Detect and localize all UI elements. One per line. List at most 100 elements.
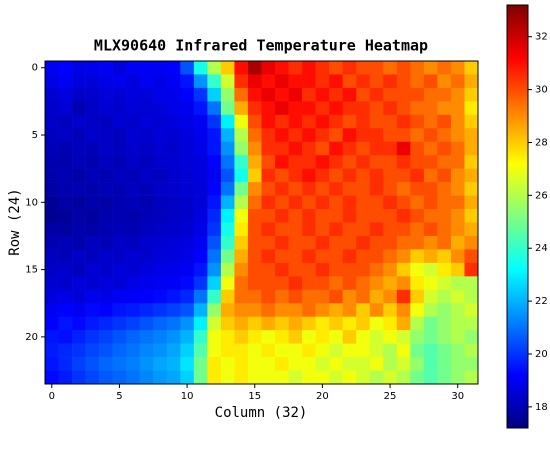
heatmap-cell	[234, 370, 249, 385]
heatmap-cell	[58, 249, 73, 264]
heatmap-cell	[288, 87, 303, 102]
heatmap-cell	[247, 182, 262, 196]
heatmap-cell	[342, 303, 357, 318]
heatmap-cell	[261, 235, 276, 250]
heatmap-cell	[247, 289, 262, 304]
heatmap-cell	[45, 222, 59, 237]
heatmap-cell	[383, 276, 398, 291]
heatmap-cell	[342, 87, 357, 102]
heatmap-cell	[72, 74, 86, 89]
heatmap-cell	[220, 249, 235, 264]
heatmap-cell	[315, 141, 330, 156]
heatmap-cell	[329, 249, 343, 264]
heatmap-cell	[315, 155, 330, 169]
heatmap-cell	[410, 155, 425, 169]
heatmap-cell	[369, 74, 384, 89]
heatmap-cell	[139, 262, 154, 277]
heatmap-cell	[410, 141, 425, 156]
heatmap-cell	[437, 249, 452, 264]
heatmap-cell	[112, 114, 127, 129]
heatmap-cell	[220, 343, 235, 358]
heatmap-cell	[423, 276, 438, 291]
heatmap-cell	[396, 262, 411, 277]
heatmap-cell	[275, 370, 289, 385]
heatmap-cell	[126, 370, 141, 385]
heatmap-cell	[193, 262, 208, 277]
heatmap-cell	[220, 74, 235, 89]
heatmap-cell	[329, 262, 343, 277]
heatmap-cell	[58, 128, 73, 143]
heatmap-cell	[437, 370, 452, 385]
heatmap-cell	[207, 289, 222, 304]
heatmap-cell	[329, 330, 343, 344]
heatmap-cell	[275, 235, 289, 250]
heatmap-cell	[85, 235, 100, 250]
heatmap-cell	[464, 289, 479, 304]
colorbar-tick-label: 18	[535, 402, 548, 413]
heatmap-cell	[126, 61, 141, 75]
heatmap-cell	[153, 182, 168, 196]
heatmap-cell	[288, 330, 303, 344]
heatmap-cell	[126, 114, 141, 129]
heatmap-cell	[275, 209, 289, 223]
heatmap-cell	[58, 303, 73, 318]
heatmap-cell	[234, 276, 249, 291]
heatmap-cell	[112, 101, 127, 116]
x-tick-label: 0	[49, 391, 55, 402]
heatmap-cell	[342, 101, 357, 116]
heatmap-cell	[72, 209, 86, 223]
heatmap-cell	[396, 276, 411, 291]
heatmap-cell	[99, 182, 113, 196]
heatmap-cell	[72, 87, 86, 102]
heatmap-cell	[288, 168, 303, 183]
heatmap-cell	[234, 249, 249, 264]
heatmap-cell	[58, 262, 73, 277]
heatmap-cell	[450, 155, 465, 169]
heatmap-cell	[166, 370, 181, 385]
heatmap-cell	[437, 155, 452, 169]
heatmap-cell	[369, 343, 384, 358]
heatmap-cell	[72, 141, 86, 156]
heatmap-cell	[437, 128, 452, 143]
heatmap-cell	[275, 141, 289, 156]
heatmap-cell	[450, 101, 465, 116]
heatmap-cell	[72, 101, 86, 116]
heatmap-cell	[423, 262, 438, 277]
heatmap-cell	[302, 222, 316, 237]
heatmap-cell	[112, 343, 127, 358]
heatmap-cell	[342, 357, 357, 371]
heatmap-cell	[437, 343, 452, 358]
heatmap-cell	[288, 141, 303, 156]
heatmap-cell	[220, 262, 235, 277]
heatmap-cell	[437, 209, 452, 223]
heatmap-cell	[58, 61, 73, 75]
heatmap-cell	[383, 343, 398, 358]
heatmap-cell	[99, 168, 113, 183]
heatmap-cell	[234, 114, 249, 129]
heatmap-cell	[112, 330, 127, 344]
heatmap-cell	[315, 343, 330, 358]
heatmap-cell	[450, 87, 465, 102]
heatmap-cell	[85, 155, 100, 169]
heatmap-cell	[153, 209, 168, 223]
heatmap-cell	[302, 330, 316, 344]
heatmap-cell	[153, 128, 168, 143]
heatmap-cell	[302, 289, 316, 304]
heatmap-cell	[437, 235, 452, 250]
heatmap-cell	[180, 343, 195, 358]
heatmap-cell	[396, 128, 411, 143]
heatmap-cell	[437, 316, 452, 331]
heatmap-cell	[153, 289, 168, 304]
heatmap-cell	[247, 343, 262, 358]
heatmap-cell	[139, 343, 154, 358]
heatmap-cell	[288, 303, 303, 318]
heatmap-cell	[85, 128, 100, 143]
heatmap-cell	[247, 128, 262, 143]
heatmap-cell	[275, 101, 289, 116]
heatmap-cell	[247, 195, 262, 210]
heatmap-cell	[207, 74, 222, 89]
heatmap-cell	[139, 370, 154, 385]
heatmap-cell	[383, 168, 398, 183]
heatmap-cell	[85, 168, 100, 183]
heatmap-cell	[464, 222, 479, 237]
